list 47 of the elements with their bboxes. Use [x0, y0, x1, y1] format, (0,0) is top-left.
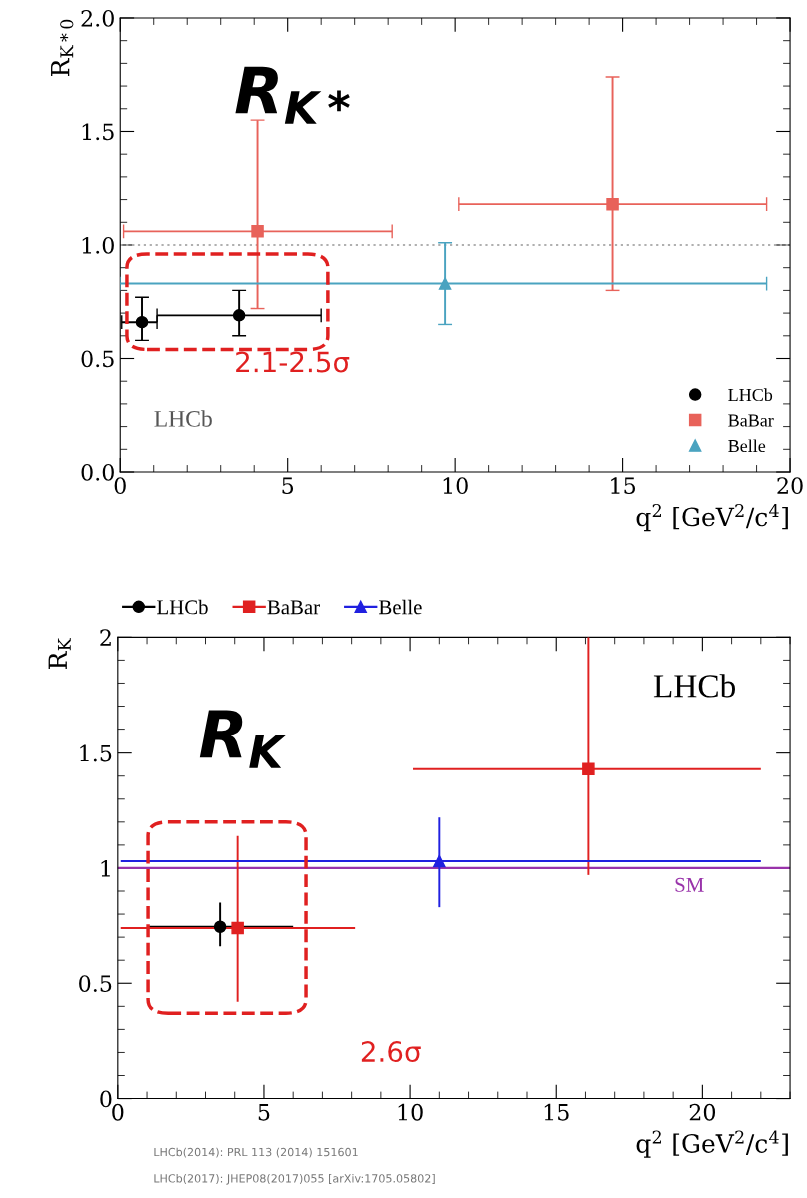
x-tick-label: 5 — [282, 477, 294, 495]
legend-label: BaBar — [728, 414, 774, 427]
legend-label: Belle — [728, 439, 766, 453]
legend-label: LHCb — [157, 599, 208, 615]
x-tick-label: 5 — [258, 1104, 270, 1121]
x-tick-label: 10 — [443, 477, 468, 495]
point — [606, 197, 619, 211]
y-tick-label: 0.5 — [79, 975, 112, 993]
point — [251, 225, 264, 238]
x-tick-label: 15 — [611, 477, 636, 495]
annotation: LHCb — [154, 410, 212, 427]
text: LHCb(2014): PRL 113 (2014) 151601 — [154, 1147, 358, 1158]
x-tick-label: 20 — [689, 1103, 716, 1121]
point — [232, 309, 246, 322]
y-tick-label: 1 — [101, 859, 110, 877]
point — [213, 920, 227, 934]
y-axis-title: R$_{K}$ — [48, 637, 71, 669]
y-tick-label: 2 — [100, 629, 111, 646]
y-tick-label: 0.0 — [81, 463, 114, 481]
y-tick-label: 0.5 — [81, 350, 114, 368]
point — [433, 854, 446, 868]
y-tick-label: 1.5 — [80, 744, 112, 762]
x-tick-label: 15 — [544, 1103, 569, 1121]
y-tick-label: 1.0 — [82, 236, 114, 254]
y-tick-label: 0 — [100, 1090, 112, 1108]
legend-label: BaBar — [267, 600, 320, 615]
point — [135, 315, 149, 329]
ref-line-label: SM — [675, 877, 704, 892]
annotation: 2.6σ — [361, 1041, 421, 1063]
text: LHCb(2017): JHEP08(2017)055 [arXiv:1705.05802] — [154, 1173, 435, 1185]
y-axis-title: R$_{K*0}$ — [51, 19, 74, 77]
annotation: R$_{K}$ — [199, 710, 286, 768]
x-axis-title: q$^{2}$ [GeV$^{2}$/c$^{4}$] — [636, 1130, 788, 1158]
point — [231, 921, 244, 935]
y-tick-label: 1.5 — [82, 123, 114, 141]
point — [438, 277, 452, 290]
x-axis-title: q$^{2}$ [GeV$^{2}$/c$^{4}$] — [636, 503, 788, 532]
x-tick-label: 0 — [114, 477, 126, 495]
y-tick-label: 2.0 — [81, 9, 114, 27]
point — [582, 762, 595, 776]
annotation: 2.1-2.5σ — [236, 351, 350, 373]
legend-label: LHCb — [728, 388, 773, 402]
x-tick-label: 20 — [777, 477, 803, 495]
annotation: R$_{K*}$ — [235, 66, 350, 124]
x-tick-label: 10 — [398, 1103, 423, 1121]
annotation: LHCb — [653, 674, 735, 698]
legend-label: Belle — [379, 599, 422, 615]
